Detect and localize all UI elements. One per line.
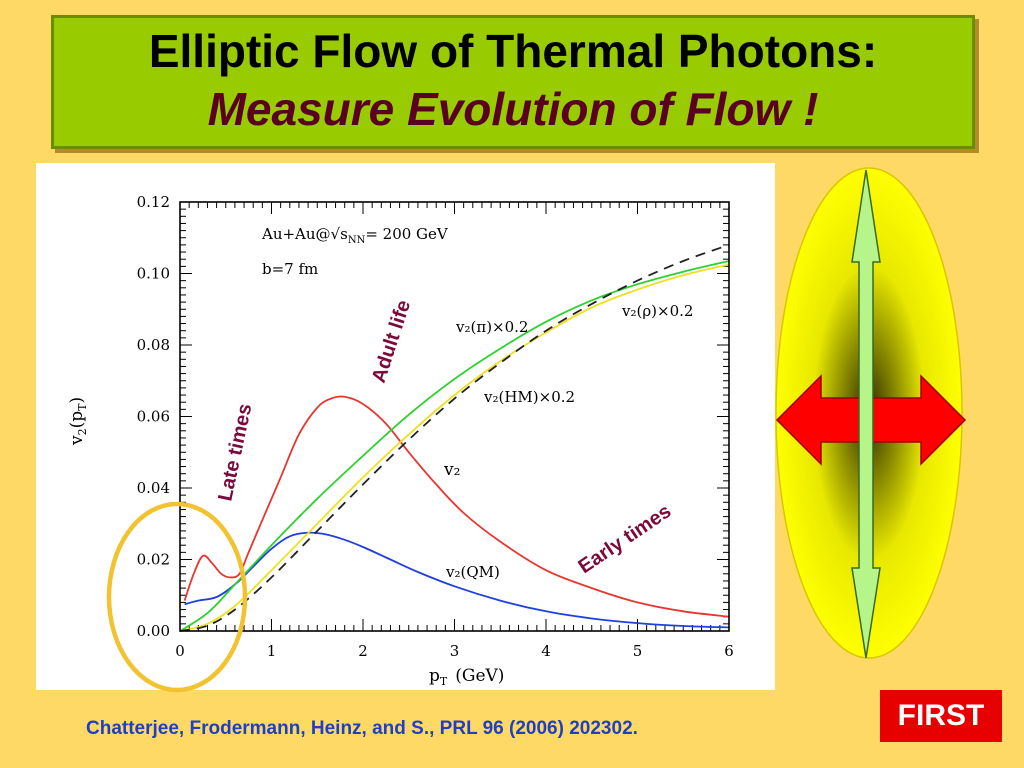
x-tick-label: 2 xyxy=(358,642,368,660)
tick-labels: 0 1 2 3 4 5 6 0.00 0.02 0.04 0.06 0.08 0.10 0.12 xyxy=(137,193,734,660)
x-tick-label: 3 xyxy=(450,642,460,660)
x-axis-label: pT (GeV) xyxy=(429,666,504,688)
y-tick-label: 0.12 xyxy=(137,193,170,211)
plot-frame xyxy=(179,201,730,632)
slide-subtitle: Measure Evolution of Flow ! xyxy=(207,83,819,135)
x-tick-label: 4 xyxy=(541,642,551,660)
citation: Chatterjee, Frodermann, Heinz, and S., P… xyxy=(86,718,638,739)
y-tick-label: 0.00 xyxy=(137,622,170,640)
vertical-green-arrow-icon xyxy=(851,169,881,659)
series-label-v2-qm: v₂(QM) xyxy=(445,563,500,581)
slide-title: Elliptic Flow of Thermal Photons: xyxy=(148,25,878,77)
series-label-v2: v₂ xyxy=(443,460,460,480)
series-label-v2-pi: v₂(π)×0.2 xyxy=(455,318,528,336)
annotation-impact: b=7 fm xyxy=(262,260,318,278)
y-tick-label: 0.04 xyxy=(137,479,170,497)
x-tick-label: 1 xyxy=(267,642,277,660)
annotation-collision: Au+Au@√sNN= 200 GeV xyxy=(261,225,449,246)
series-line-0 xyxy=(183,395,730,618)
y-tick-label: 0.10 xyxy=(137,265,170,283)
y-tick-label: 0.02 xyxy=(137,551,170,569)
x-tick-label: 6 xyxy=(724,642,734,660)
elliptic-flow-chart: 0 1 2 3 4 5 6 0.00 0.02 0.04 0.06 0.08 0.10 0.12 pT (G… xyxy=(67,193,734,688)
x-tick-label: 0 xyxy=(175,642,185,660)
y-axis-label: v2(pT) xyxy=(67,397,89,446)
first-badge: FIRST xyxy=(880,690,1002,742)
y-tick-label: 0.08 xyxy=(137,336,170,354)
title-box: Elliptic Flow of Thermal Photons: Measur… xyxy=(51,15,975,149)
y-tick-label: 0.06 xyxy=(137,408,170,426)
horizontal-red-arrow-icon xyxy=(775,374,967,466)
series-label-v2-rho: v₂(ρ)×0.2 xyxy=(621,302,693,320)
flow-ellipse-icon xyxy=(775,167,963,659)
series-label-v2-hm: v₂(HM)×0.2 xyxy=(483,388,575,406)
plot-panel: 0 1 2 3 4 5 6 0.00 0.02 0.04 0.06 0.08 0.10 0.12 pT (G… xyxy=(36,163,775,690)
x-tick-label: 5 xyxy=(633,642,643,660)
